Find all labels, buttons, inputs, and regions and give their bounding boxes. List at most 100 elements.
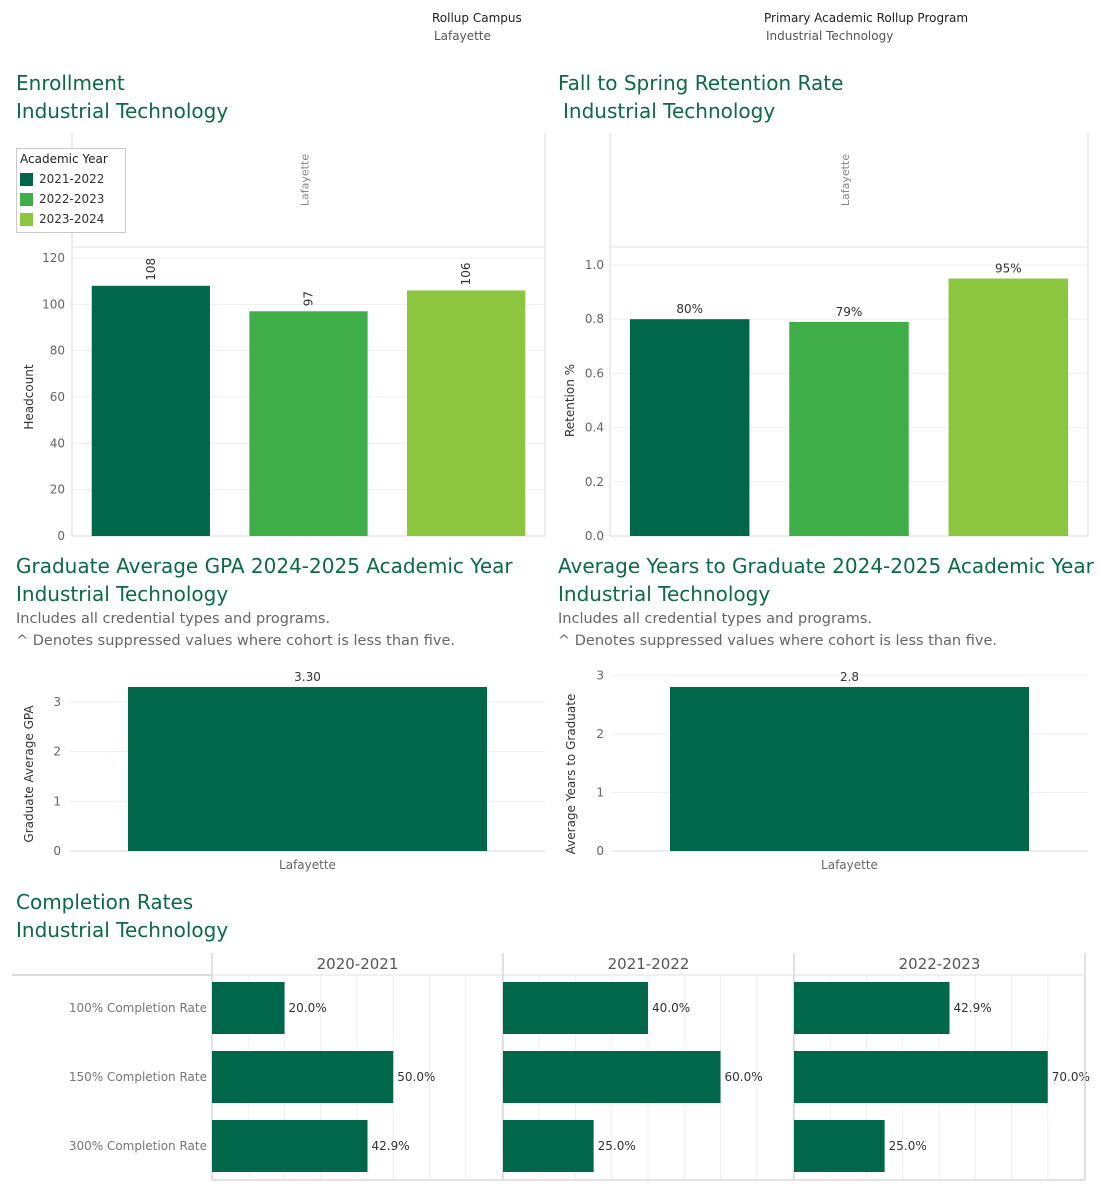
legend-item-2021-2022[interactable]: 2021-2022 — [20, 169, 119, 189]
panel-label-lafayette: Lafayette — [299, 154, 312, 206]
y-tick-label: 80 — [50, 344, 65, 358]
completion-subtitle: Industrial Technology — [16, 918, 229, 942]
bar-lafayette — [670, 687, 1029, 851]
data-label: 95% — [995, 262, 1022, 276]
y-tick-label: 100 — [42, 297, 65, 311]
enrollment-subtitle: Industrial Technology — [16, 99, 229, 123]
enrollment-title: Enrollment — [16, 71, 125, 95]
y-tick-label: 0.8 — [585, 312, 604, 326]
row-label: 150% Completion Rate — [69, 1070, 207, 1084]
legend-swatch — [20, 212, 33, 226]
legend-label: 2023-2024 — [39, 212, 105, 226]
y-axis-title: Retention % — [563, 364, 577, 437]
bar-2020-2021-row0 — [212, 982, 285, 1034]
bar-2022-2023-row1 — [794, 1051, 1048, 1103]
row-label: 100% Completion Rate — [69, 1001, 207, 1015]
panel-header-2021-2022: 2021-2022 — [608, 955, 690, 973]
gpa-note-credentials: Includes all credential types and progra… — [16, 611, 331, 627]
y-tick-label: 60 — [50, 390, 65, 404]
data-label: 40.0% — [652, 1001, 690, 1015]
retention-chart: Lafayette 0.0 0.2 0.4 0.6 0.8 1.0 Retention % 80… — [563, 133, 1089, 540]
academic-year-legend[interactable]: Academic Year 2021-2022 2022-2023 2023-2… — [16, 148, 126, 233]
enrollment-chart: Lafayette 0 20 40 60 80 100 120 Headcount 108 97 10… — [22, 133, 546, 540]
legend-label: 2022-2023 — [39, 192, 105, 206]
data-label: 3.30 — [294, 670, 321, 684]
bar-2021-2022-row1 — [503, 1051, 721, 1103]
panel-label-lafayette: Lafayette — [839, 154, 852, 206]
data-label: 60.0% — [725, 1070, 763, 1084]
data-label: 25.0% — [598, 1139, 636, 1153]
retention-title: Fall to Spring Retention Rate — [558, 71, 844, 95]
y-tick-label: 1.0 — [585, 258, 604, 272]
data-label: 42.9% — [954, 1001, 992, 1015]
program-filter-label: Primary Academic Rollup Program — [764, 11, 969, 25]
bar-2022-2023 — [249, 311, 368, 536]
bar-lafayette — [128, 687, 487, 851]
panel-header-2020-2021: 2020-2021 — [317, 955, 399, 973]
panel-header-2022-2023: 2022-2023 — [899, 955, 981, 973]
years-title: Average Years to Graduate 2024-2025 Acad… — [558, 554, 1094, 578]
legend-title: Academic Year — [20, 152, 108, 166]
legend-item-2022-2023[interactable]: 2022-2023 — [20, 189, 119, 209]
bar-2022-2023 — [789, 321, 909, 536]
y-tick-label: 3 — [53, 695, 61, 709]
years-subtitle: Industrial Technology — [558, 582, 771, 606]
bar-2022-2023-row0 — [794, 982, 950, 1034]
data-label: 20.0% — [289, 1001, 327, 1015]
gpa-note-suppressed: ^ Denotes suppressed values where cohort… — [16, 633, 455, 649]
y-axis-title: Graduate Average GPA — [22, 705, 36, 843]
data-label: 50.0% — [397, 1070, 435, 1084]
retention-subtitle: Industrial Technology — [563, 99, 776, 123]
row-label: 300% Completion Rate — [69, 1139, 207, 1153]
y-tick-label: 0.4 — [585, 421, 604, 435]
gpa-chart: 0 1 2 3 Graduate Average GPA 3.30 Lafayette — [22, 670, 545, 872]
y-tick-label: 0 — [596, 844, 604, 858]
y-tick-label: 40 — [50, 436, 65, 450]
campus-filter-value[interactable]: Lafayette — [434, 29, 491, 43]
y-tick-label: 120 — [42, 251, 65, 265]
bar-2021-2022-row2 — [503, 1120, 594, 1172]
data-label: 106 — [459, 263, 473, 286]
data-label: 25.0% — [889, 1139, 927, 1153]
data-label: 97 — [302, 291, 316, 306]
x-tick-label: Lafayette — [821, 858, 878, 872]
program-filter-value[interactable]: Industrial Technology — [766, 29, 894, 43]
legend-swatch — [20, 192, 33, 206]
data-label: 2.8 — [840, 670, 859, 684]
data-label: 80% — [676, 302, 703, 316]
y-tick-label: 2 — [53, 745, 61, 759]
bar-2023-2024 — [948, 278, 1069, 536]
bar-2020-2021-row1 — [212, 1051, 394, 1103]
legend-swatch — [20, 172, 33, 186]
y-tick-label: 20 — [50, 483, 65, 497]
data-label: 42.9% — [372, 1139, 410, 1153]
data-label: 79% — [836, 305, 863, 319]
gpa-subtitle: Industrial Technology — [16, 582, 229, 606]
legend-label: 2021-2022 — [39, 172, 105, 186]
campus-filter-label: Rollup Campus — [432, 11, 522, 25]
bar-2022-2023-row2 — [794, 1120, 885, 1172]
y-tick-label: 1 — [596, 785, 604, 799]
years-note-credentials: Includes all credential types and progra… — [558, 611, 873, 627]
y-axis-title: Average Years to Graduate — [564, 694, 578, 855]
y-tick-label: 0.0 — [585, 529, 604, 540]
years-note-suppressed: ^ Denotes suppressed values where cohort… — [558, 633, 997, 649]
data-label: 70.0% — [1052, 1070, 1090, 1084]
bar-2021-2022 — [629, 319, 750, 536]
bar-2020-2021-row2 — [212, 1120, 368, 1172]
y-tick-label: 2 — [596, 727, 604, 741]
y-tick-label: 1 — [53, 794, 61, 808]
y-tick-label: 3 — [596, 668, 604, 682]
y-tick-label: 0 — [57, 529, 65, 540]
completion-chart: 2020-2021 20.0% 50.0% 42.9% 2021-2022 40.0% 60… — [12, 953, 1090, 1181]
bar-2023-2024 — [407, 290, 526, 536]
years-chart: 0 1 2 3 Average Years to Graduate 2.8 Lafayett… — [564, 668, 1088, 872]
bar-2021-2022 — [91, 285, 210, 536]
y-tick-label: 0.2 — [585, 475, 604, 489]
y-tick-label: 0.6 — [585, 366, 604, 380]
gpa-title: Graduate Average GPA 2024-2025 Academic … — [16, 554, 513, 578]
x-tick-label: Lafayette — [279, 858, 336, 872]
legend-item-2023-2024[interactable]: 2023-2024 — [20, 209, 119, 229]
y-tick-label: 0 — [53, 844, 61, 858]
data-label: 108 — [144, 258, 158, 281]
